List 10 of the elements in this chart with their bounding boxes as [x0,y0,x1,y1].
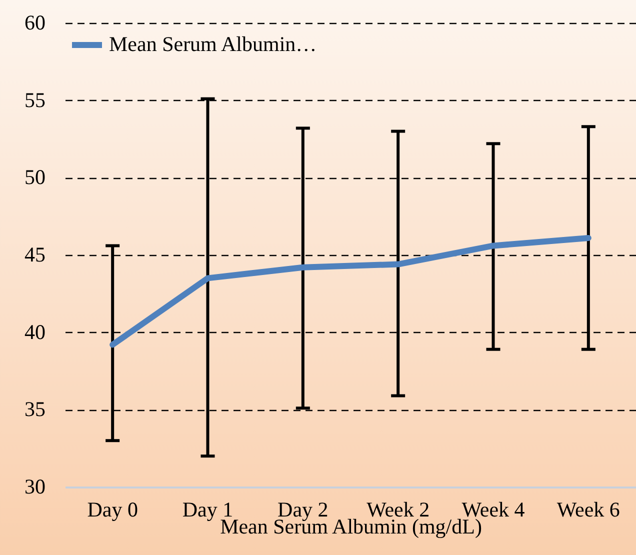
y-tick-label: 40 [24,320,46,344]
legend-label: Mean Serum Albumin… [109,32,317,56]
x-tick-label: Week 6 [556,498,620,522]
y-tick-label: 35 [24,397,46,422]
y-tick-label: 60 [24,10,46,34]
y-tick-label: 30 [24,474,46,498]
x-tick-label: Day 0 [87,498,138,522]
y-tick-label: 45 [24,242,46,266]
y-tick-label: 50 [24,165,46,190]
y-tick-label: 55 [24,88,46,112]
